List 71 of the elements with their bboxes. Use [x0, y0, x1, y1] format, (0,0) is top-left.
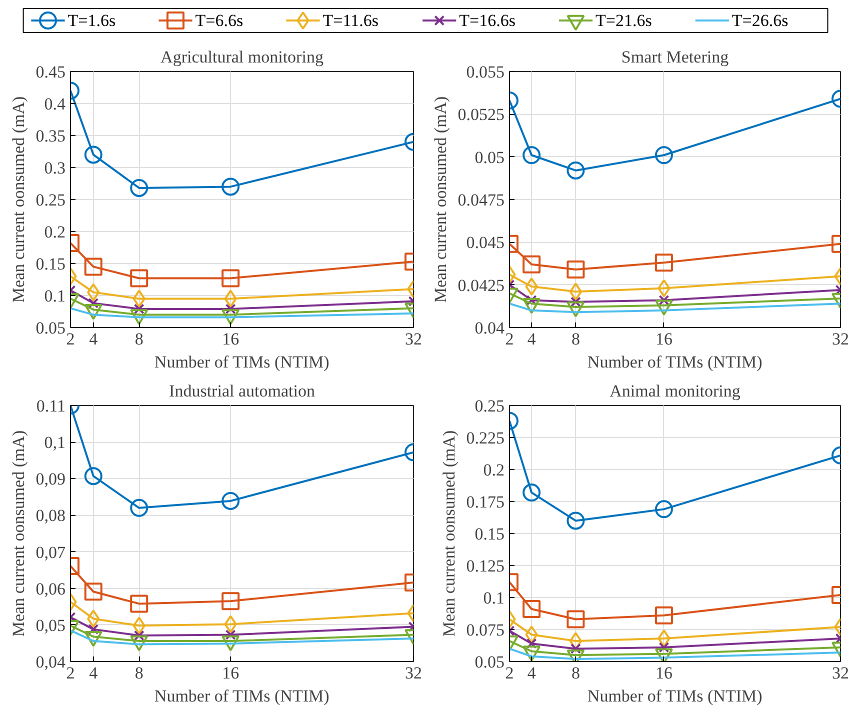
y-tick-label: 0.25	[474, 396, 504, 416]
x-tick-label: 8	[134, 664, 144, 682]
x-axis-title: Number of TIMs (NTIM)	[154, 352, 330, 372]
y-tick-label: 0.05	[474, 652, 504, 672]
x-tick-label: 32	[405, 664, 422, 682]
y-tick-label: 0,04	[36, 652, 66, 672]
y-tick-label: 0.15	[36, 254, 66, 274]
x-tick-label: 16	[655, 330, 672, 348]
y-tick-label: 0.055	[466, 62, 504, 82]
legend-label: T=6.6s	[195, 11, 244, 30]
x-tick-label: 16	[222, 664, 240, 682]
y-axis-title: Mean current oonsumed (mA)	[8, 430, 28, 637]
y-tick-label: 0.05	[36, 318, 66, 338]
y-tick-label: 0.0425	[458, 276, 504, 295]
y-tick-label: 0.11	[36, 396, 66, 416]
y-tick-label: 0.1	[44, 286, 66, 306]
x-tick-label: 8	[134, 330, 144, 348]
x-tick-label: 4	[527, 330, 536, 348]
y-tick-label: 0.1	[483, 588, 504, 608]
legend-label: T=21.6s	[596, 11, 652, 30]
y-tick-label: 0.45	[36, 62, 66, 82]
x-tick-label: 2	[66, 664, 75, 682]
y-tick-label: 0,06	[36, 579, 66, 598]
y-tick-label: 0.35	[36, 126, 66, 146]
x-tick-label: 32	[832, 664, 849, 682]
y-tick-label: 0.175	[466, 492, 504, 512]
y-tick-label: 0,09	[36, 470, 66, 489]
chart-title: Agricultural monitoring	[160, 48, 324, 66]
y-tick-label: 0.2	[44, 222, 66, 242]
legend-label: T=26.6s	[732, 11, 788, 30]
x-tick-label: 2	[505, 664, 514, 682]
chart-title: Industrial automation	[169, 382, 316, 400]
x-tick-label: 32	[832, 330, 849, 348]
y-tick-label: 0.045	[466, 233, 504, 252]
x-tick-label: 32	[405, 330, 422, 348]
y-tick-label: 0,08	[36, 506, 66, 526]
y-tick-label: 0.05	[474, 148, 504, 167]
x-tick-label: 16	[222, 330, 240, 348]
y-tick-label: 0.3	[44, 158, 66, 178]
x-axis-title: Number of TIMs (NTIM)	[587, 686, 762, 706]
x-tick-label: 4	[89, 664, 98, 682]
y-tick-label: 0,07	[36, 542, 66, 562]
y-tick-label: 0.04	[474, 318, 505, 338]
legend-label: T=1.6s	[68, 11, 116, 30]
x-tick-label: 4	[527, 664, 536, 682]
x-tick-label: 16	[655, 664, 672, 682]
y-tick-label: 0.4	[44, 94, 66, 114]
x-axis-title: Number of TIMs (NTIM)	[154, 686, 330, 706]
y-axis-title: Mean current oonsumed (mA)	[439, 430, 458, 637]
y-tick-label: 0.15	[474, 524, 504, 544]
legend-label: T=16.6s	[459, 11, 516, 30]
y-tick-label: 0.225	[466, 428, 504, 448]
y-tick-label: 0.0475	[458, 190, 504, 210]
x-tick-label: 4	[89, 330, 98, 348]
chart-title: Animal monitoring	[610, 382, 741, 400]
y-tick-label: 0.25	[36, 190, 66, 210]
chart-title: Smart Metering	[621, 48, 730, 66]
y-tick-label: 0.0525	[458, 105, 504, 124]
y-tick-label: 0.2	[483, 460, 504, 480]
y-axis-title: Mean current oonsumed (mA)	[8, 96, 28, 303]
x-tick-label: 8	[571, 330, 580, 348]
y-tick-label: 0.075	[466, 620, 504, 640]
y-tick-label: 0.125	[466, 556, 504, 576]
y-tick-label: 0,1	[44, 433, 66, 452]
y-tick-label: 0,05	[36, 616, 66, 635]
legend-label: T=11.6s	[322, 11, 378, 30]
x-axis-title: Number of TIMs (NTIM)	[587, 352, 762, 372]
x-tick-label: 2	[505, 330, 514, 348]
y-axis-title: Mean current oonsumed (mA)	[430, 96, 450, 303]
x-tick-label: 8	[571, 664, 580, 682]
x-tick-label: 2	[66, 330, 75, 348]
